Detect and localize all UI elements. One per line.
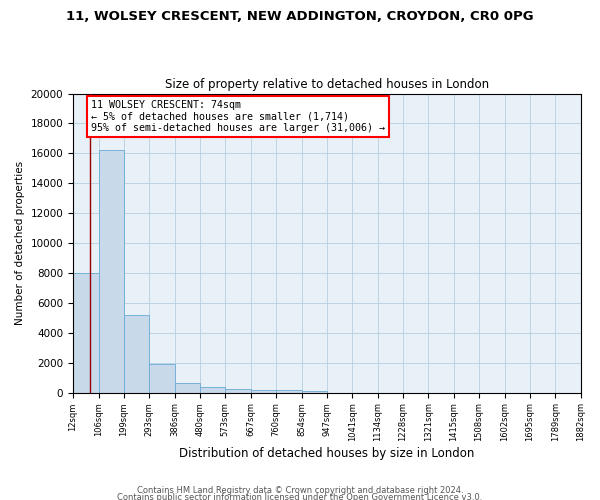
Text: 11, WOLSEY CRESCENT, NEW ADDINGTON, CROYDON, CR0 0PG: 11, WOLSEY CRESCENT, NEW ADDINGTON, CROY… (66, 10, 534, 23)
Bar (251, 390, 276, 392)
Bar (225, 389, 251, 392)
Y-axis label: Number of detached properties: Number of detached properties (15, 161, 25, 325)
X-axis label: Distribution of detached houses by size in London: Distribution of detached houses by size … (179, 447, 475, 460)
Text: 11 WOLSEY CRESCENT: 74sqm
← 5% of detached houses are smaller (1,714)
95% of sem: 11 WOLSEY CRESCENT: 74sqm ← 5% of detach… (91, 100, 385, 132)
Bar (149, 364, 175, 392)
Bar (124, 315, 149, 392)
Bar (200, 388, 225, 392)
Bar (276, 390, 302, 392)
Bar (302, 391, 327, 392)
Text: Contains HM Land Registry data © Crown copyright and database right 2024.: Contains HM Land Registry data © Crown c… (137, 486, 463, 495)
Bar (73, 273, 98, 392)
Bar (98, 150, 124, 392)
Text: Contains public sector information licensed under the Open Government Licence v3: Contains public sector information licen… (118, 494, 482, 500)
Bar (175, 383, 200, 392)
Title: Size of property relative to detached houses in London: Size of property relative to detached ho… (165, 78, 489, 91)
